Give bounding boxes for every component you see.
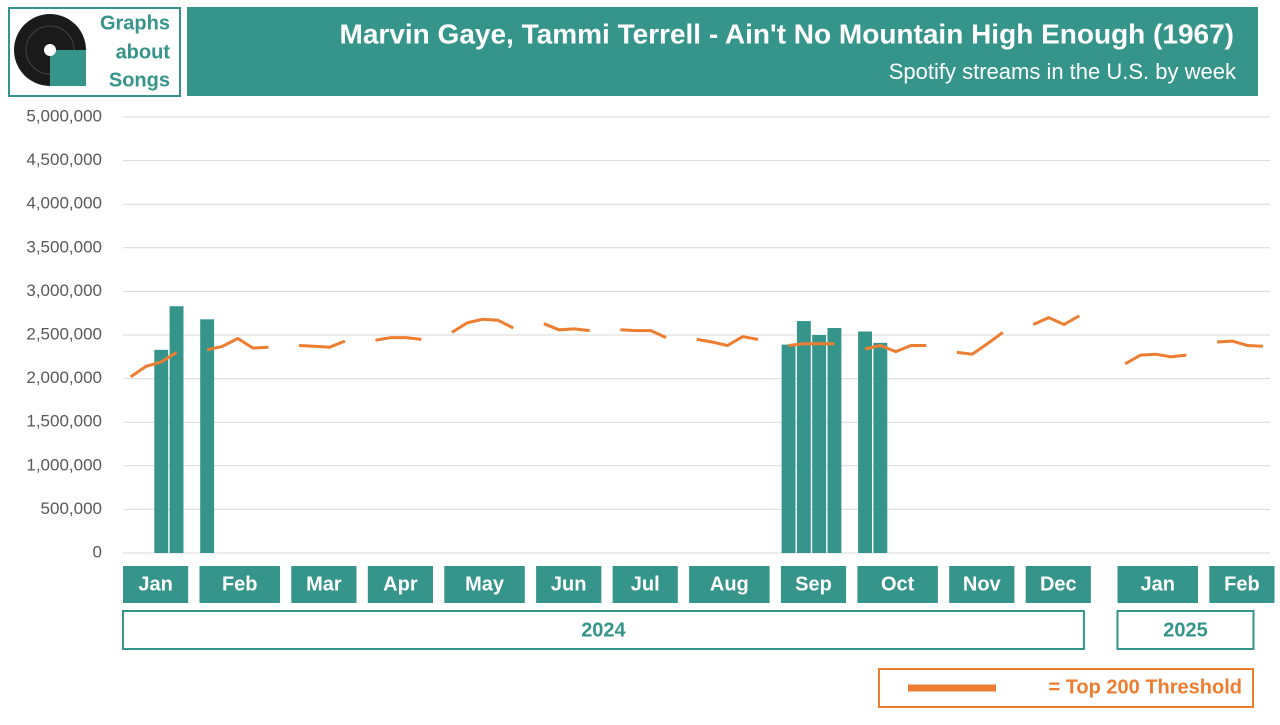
threshold-line (451, 317, 514, 334)
month-label: Jul (631, 573, 660, 595)
bar (781, 344, 796, 553)
month-box (367, 566, 433, 603)
y-tick-label: 3,000,000 (26, 281, 102, 300)
month-label: Jun (551, 573, 587, 595)
month-box (689, 566, 770, 603)
threshold-line (1032, 314, 1081, 327)
y-tick-label: 4,500,000 (26, 150, 102, 169)
y-tick-label: 0 (93, 542, 102, 561)
year-box (1116, 610, 1255, 650)
month-box (1025, 566, 1091, 603)
month-label: Feb (1224, 573, 1260, 595)
y-tick-label: 1,000,000 (26, 455, 102, 474)
y-tick-label: 3,500,000 (26, 237, 102, 256)
month-box (1117, 566, 1198, 603)
chart-title: Marvin Gaye, Tammi Terrell - Ain't No Mo… (340, 18, 1234, 49)
month-box (1209, 566, 1275, 603)
month-label: Mar (306, 573, 342, 595)
logo-text: Songs (109, 69, 170, 91)
y-tick-label: 2,000,000 (26, 368, 102, 387)
threshold-line (206, 336, 269, 352)
logo-accent (50, 50, 86, 86)
month-box (123, 566, 189, 603)
bar (200, 319, 215, 553)
month-label: Nov (963, 573, 1002, 595)
bar (827, 328, 842, 553)
month-box (199, 566, 280, 603)
month-label: Feb (222, 573, 258, 595)
month-box (780, 566, 847, 603)
chart-subtitle: Spotify streams in the U.S. by week (889, 59, 1237, 84)
threshold-line (620, 328, 667, 339)
logo-hole (44, 44, 56, 56)
threshold-line (1216, 339, 1263, 348)
y-tick-label: 500,000 (41, 499, 102, 518)
bar (873, 342, 888, 553)
bar (796, 321, 811, 553)
y-tick-label: 4,000,000 (26, 194, 102, 213)
threshold-line (1124, 352, 1187, 366)
month-label: Sep (795, 573, 832, 595)
month-label: May (465, 573, 505, 595)
year-label: 2025 (1163, 619, 1208, 641)
month-label: Aug (710, 573, 749, 595)
threshold-line (298, 339, 346, 349)
month-box (291, 566, 357, 603)
month-box (949, 566, 1015, 603)
year-box (122, 610, 1085, 650)
month-label: Oct (881, 573, 915, 595)
month-label: Apr (383, 573, 418, 595)
bar (154, 349, 169, 553)
month-box (857, 566, 938, 603)
month-label: Jan (1141, 573, 1175, 595)
threshold-line (129, 351, 178, 379)
month-box (612, 566, 678, 603)
y-tick-label: 5,000,000 (26, 106, 102, 125)
legend-box (878, 668, 1254, 708)
y-tick-label: 1,500,000 (26, 412, 102, 431)
threshold-line (864, 343, 927, 354)
y-tick-label: 2,500,000 (26, 324, 102, 343)
threshold-line (543, 322, 590, 333)
month-box (444, 566, 525, 603)
month-box (536, 566, 602, 603)
bar (169, 306, 184, 553)
threshold-line (696, 335, 759, 348)
year-label: 2024 (581, 619, 626, 641)
bar (858, 331, 872, 553)
month-label: Dec (1040, 573, 1077, 595)
bar (812, 335, 827, 553)
threshold-line (375, 336, 422, 342)
legend-label: = Top 200 Threshold (1048, 676, 1242, 698)
title-bar (187, 7, 1258, 96)
logo-text: Graphs (100, 12, 170, 34)
threshold-line (956, 331, 1004, 356)
month-label: Jan (138, 573, 172, 595)
logo-text: about (116, 41, 171, 63)
threshold-line (788, 342, 835, 347)
